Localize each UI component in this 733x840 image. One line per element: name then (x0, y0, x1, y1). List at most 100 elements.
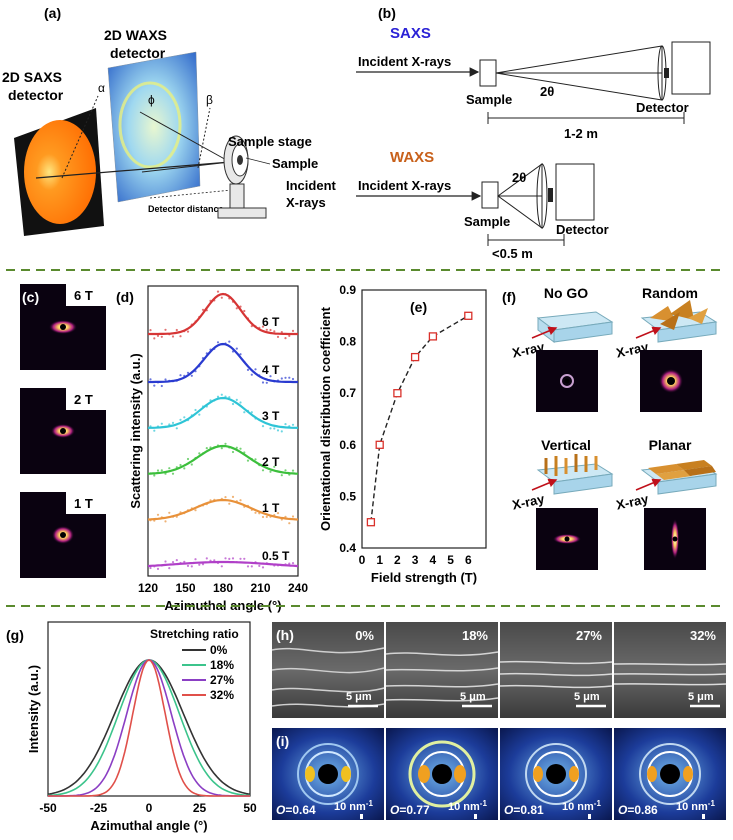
i-scale-bars: 10 nm-1 10 nm-1 10 nm-1 10 nm-1 (334, 799, 715, 819)
d-point-2 (291, 469, 295, 472)
d-point-4 (258, 374, 261, 377)
f-pattern-nogo (536, 350, 598, 412)
saxs-two-theta: 2θ (540, 84, 554, 99)
svg-text:O=0.86: O=0.86 (618, 803, 658, 817)
d-point-1 (280, 518, 283, 521)
d-point-3 (205, 405, 208, 408)
h-ratio-27: 27% (576, 628, 602, 643)
d-point-5 (243, 309, 246, 313)
d-point-5 (183, 330, 186, 333)
d-series-label-5: 6 T (262, 315, 280, 329)
d-point-4 (183, 374, 186, 377)
sample-label: Sample (272, 156, 318, 171)
waxs-detector-image (107, 51, 201, 203)
d-point-4 (205, 352, 208, 355)
svg-text:O=0.64: O=0.64 (276, 803, 316, 817)
g-xtick-25: 25 (193, 801, 207, 815)
g-xtick-50: 50 (243, 801, 257, 815)
d-point-5 (246, 317, 250, 320)
h-scale-27: 5 μm (574, 691, 600, 703)
d-point-1 (183, 511, 186, 515)
f-pattern-vertical (536, 508, 598, 570)
d-point-5 (198, 315, 201, 319)
d-point-5 (179, 335, 182, 338)
d-point-0 (291, 562, 295, 565)
d-point-1 (220, 497, 223, 500)
d-point-1 (291, 515, 295, 518)
d-point-5 (213, 299, 216, 302)
d-point-0 (186, 564, 190, 568)
f-vertical-schematic (536, 454, 614, 495)
d-point-1 (209, 499, 212, 502)
d-point-0 (258, 564, 261, 568)
saxs-detector-label: Detector (636, 100, 689, 115)
saxs-detector (671, 41, 711, 95)
d-point-2 (213, 446, 216, 449)
d-xtick-210: 210 (250, 581, 270, 595)
d-point-4 (261, 381, 265, 384)
d-point-0 (261, 566, 265, 569)
d-series-label-4: 4 T (262, 363, 280, 377)
d-point-4 (168, 379, 171, 382)
d-point-3 (273, 427, 276, 430)
panel-e-frame (361, 289, 487, 549)
e-point-0 (366, 518, 376, 527)
h-scale-18: 5 μm (460, 691, 486, 703)
e-xtick-0: 0 (359, 553, 366, 567)
waxs-pattern-32 (614, 728, 726, 820)
d-xtick-180: 180 (213, 581, 233, 595)
d-point-4 (228, 340, 231, 343)
d-point-2 (171, 472, 175, 475)
e-point-5 (464, 311, 473, 320)
panel-i-label: (i) (276, 733, 289, 749)
e-ytick-0.6: 0.6 (339, 438, 356, 452)
d-point-5 (261, 325, 265, 328)
panel-f: (f) No GO Random Vertical Planar (502, 285, 718, 570)
d-point-5 (250, 325, 253, 328)
d-point-3 (213, 399, 216, 402)
svg-text:O=0.81: O=0.81 (504, 803, 544, 817)
d-point-3 (183, 416, 186, 419)
f-pattern-planar (644, 508, 706, 570)
e-xtick-1: 1 (376, 553, 383, 567)
d-point-0 (164, 560, 167, 563)
d-point-0 (246, 565, 250, 568)
d-point-5 (276, 335, 280, 338)
d-point-3 (246, 409, 250, 412)
saxs-ring (24, 120, 96, 224)
d-series-label-0: 0.5 T (262, 549, 290, 563)
i-o-symbol-3: O (618, 803, 628, 817)
d-point-5 (254, 325, 257, 328)
d-point-0 (220, 565, 223, 568)
waxs-incident-label: Incident X-rays (358, 178, 451, 193)
d-point-5 (156, 334, 160, 337)
d-point-0 (149, 566, 152, 570)
h-ratio-0: 0% (355, 628, 374, 643)
d-point-3 (284, 423, 287, 426)
i-o-value-1: 0.77 (406, 803, 430, 817)
d-point-3 (164, 425, 167, 428)
d-point-2 (269, 470, 272, 473)
d-point-1 (224, 496, 227, 499)
f-title-random: Random (642, 285, 698, 301)
d-point-3 (220, 393, 223, 396)
e-point-2 (393, 389, 402, 398)
d-point-5 (171, 335, 175, 338)
d-point-3 (160, 422, 163, 425)
d-point-0 (160, 564, 163, 567)
d-point-4 (156, 381, 160, 384)
d-point-4 (190, 374, 193, 377)
d-point-4 (288, 376, 291, 379)
i-o-symbol-1: O (390, 803, 400, 817)
d-point-5 (284, 337, 287, 340)
d-point-1 (239, 499, 242, 502)
d-point-0 (201, 563, 205, 566)
d-point-3 (235, 398, 238, 401)
i-o-values: O=0.64 O=0.77 O=0.81 O=0.86 (276, 803, 658, 817)
panel-b: (b) SAXS Incident X-rays Sample 2θ Detec… (356, 5, 711, 261)
d-point-1 (205, 503, 208, 506)
waxs-detector (555, 163, 595, 221)
d-curve-3 (147, 396, 299, 429)
d-point-2 (258, 464, 261, 467)
svg-text:O=0.77: O=0.77 (390, 803, 430, 817)
